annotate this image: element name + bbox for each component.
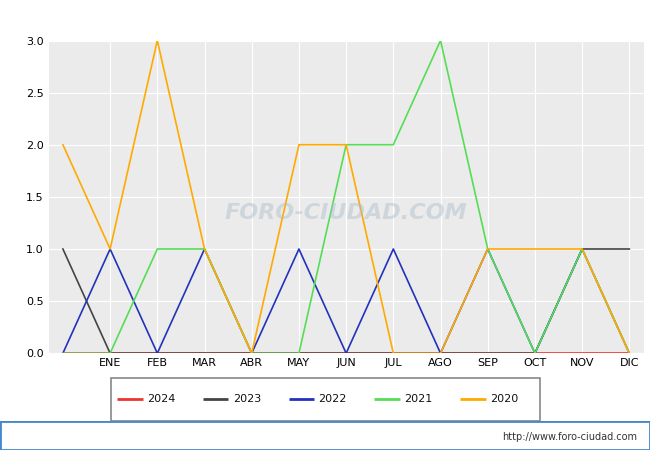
Text: 2024: 2024	[147, 394, 176, 405]
Text: Matriculaciones de Vehiculos en Alloza: Matriculaciones de Vehiculos en Alloza	[150, 10, 500, 28]
Text: FORO-CIUDAD.COM: FORO-CIUDAD.COM	[225, 202, 467, 222]
Text: 2020: 2020	[490, 394, 519, 405]
Text: 2023: 2023	[233, 394, 261, 405]
Text: 2021: 2021	[404, 394, 433, 405]
Text: http://www.foro-ciudad.com: http://www.foro-ciudad.com	[502, 432, 637, 442]
Text: 2022: 2022	[318, 394, 347, 405]
